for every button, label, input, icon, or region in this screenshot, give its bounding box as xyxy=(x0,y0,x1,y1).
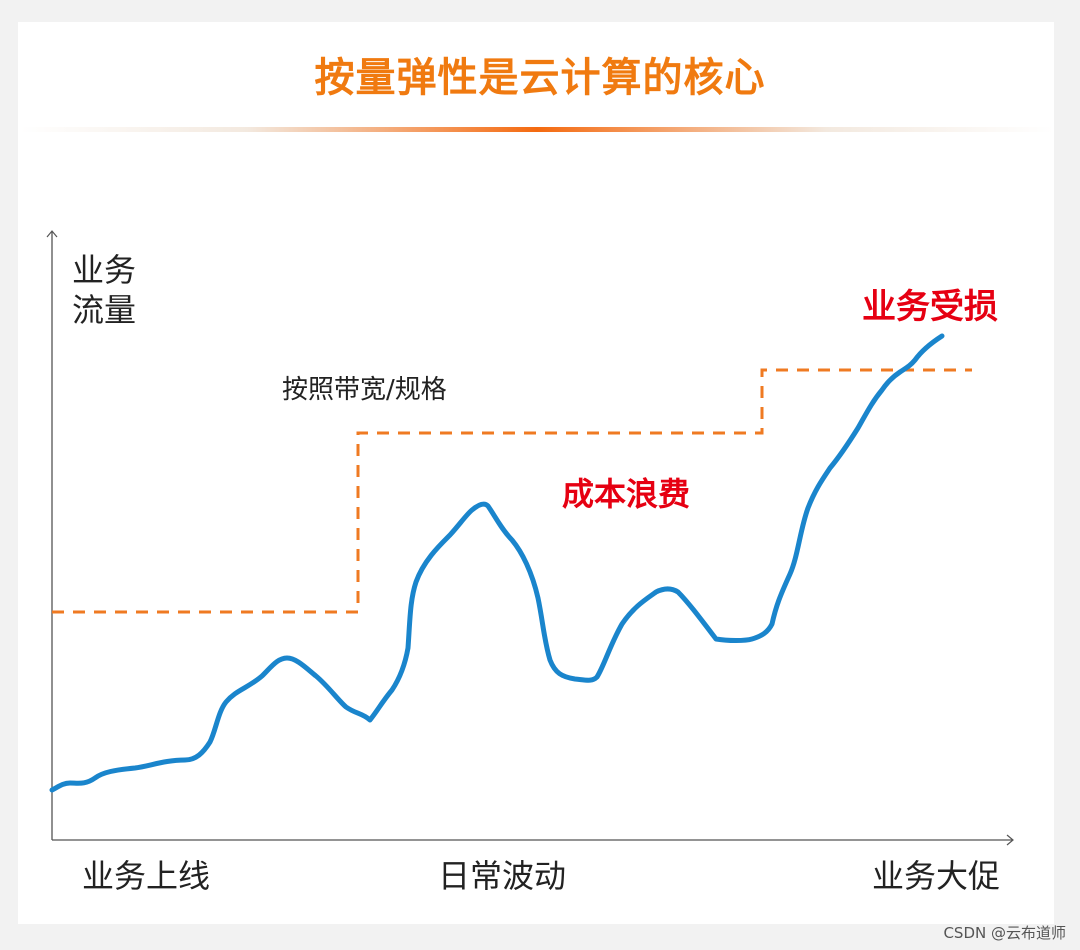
business-loss-label: 业务受损 xyxy=(862,287,998,327)
diagram-title: 按量弹性是云计算的核心 xyxy=(314,55,766,101)
x-stage-fluctuation: 日常波动 xyxy=(438,857,567,895)
watermark: CSDN @云布道师 xyxy=(943,924,1066,942)
capacity-step-line xyxy=(52,368,972,614)
title-underline xyxy=(20,127,1054,132)
capacity-label: 按照带宽/规格 xyxy=(282,375,447,405)
x-stage-promotion: 业务大促 xyxy=(872,857,1001,895)
cost-waste-label: 成本浪费 xyxy=(562,475,691,513)
diagram-card xyxy=(18,22,1054,924)
y-axis-label: 业务流量 xyxy=(72,251,137,329)
x-stage-launch: 业务上线 xyxy=(82,857,211,895)
traffic-curve xyxy=(49,333,945,793)
